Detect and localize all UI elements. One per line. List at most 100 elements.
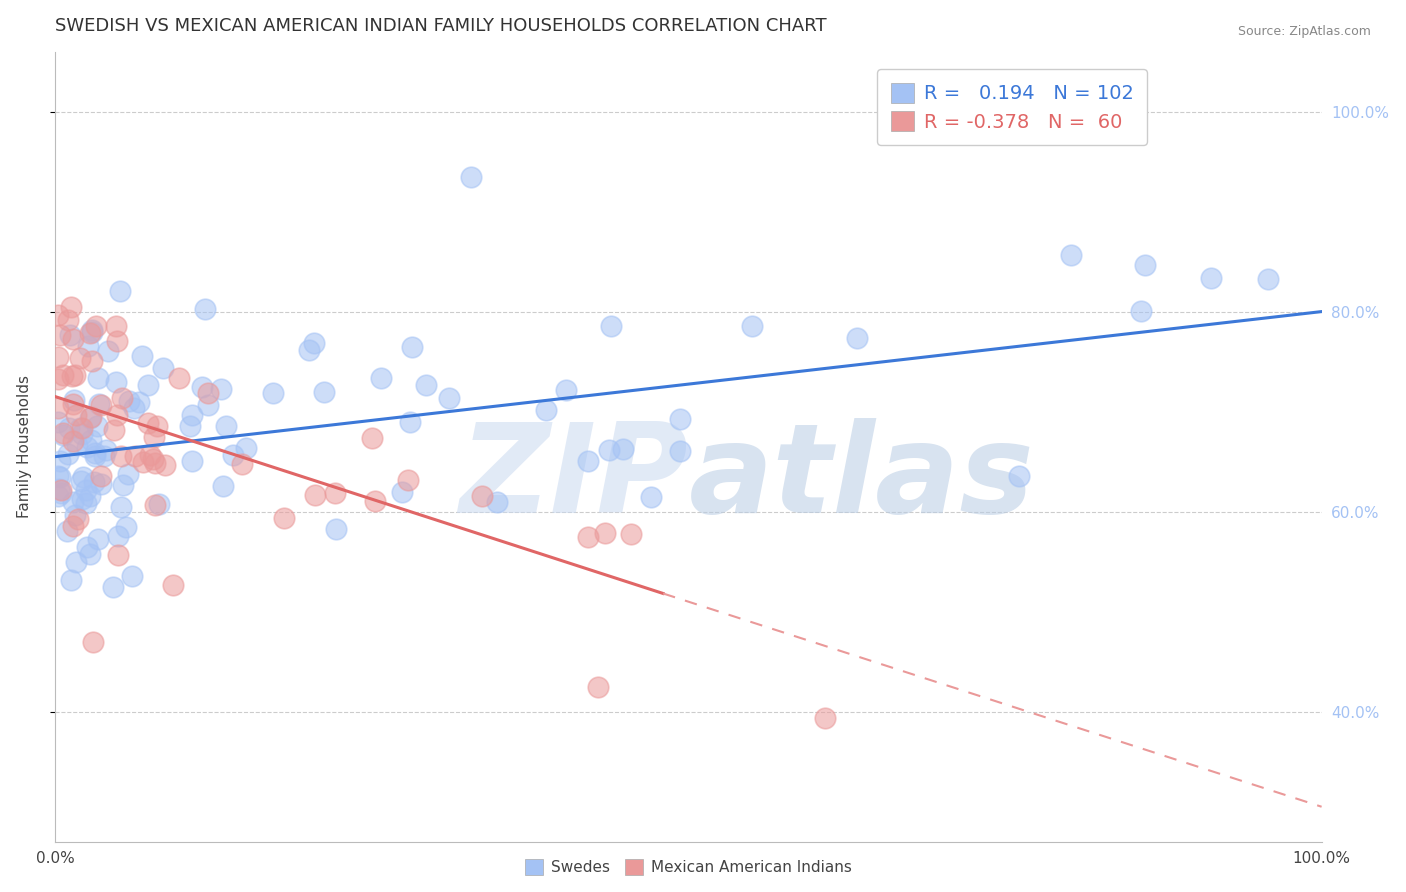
Point — [96, 442, 118, 457]
Point — [273, 510, 295, 524]
Point — [46, 372, 69, 386]
Point — [90, 476, 112, 491]
Text: Source: ZipAtlas.com: Source: ZipAtlas.com — [1237, 25, 1371, 38]
Point — [640, 491, 662, 505]
Point — [69, 351, 91, 365]
Point — [814, 710, 837, 724]
Point — [167, 371, 190, 385]
Point — [1008, 469, 1031, 483]
Point — [554, 383, 576, 397]
Point — [49, 483, 72, 497]
Point — [46, 350, 69, 364]
Point — [215, 419, 238, 434]
Point — [80, 353, 103, 368]
Point — [55, 524, 77, 538]
Point — [146, 418, 169, 433]
Point — [108, 284, 131, 298]
Point — [669, 411, 692, 425]
Point — [59, 327, 82, 342]
Point — [105, 409, 128, 423]
Legend: Swedes, Mexican American Indians: Swedes, Mexican American Indians — [519, 854, 858, 881]
Point — [190, 380, 212, 394]
Point — [62, 396, 84, 410]
Point — [86, 532, 108, 546]
Point — [62, 332, 84, 346]
Text: ZIP: ZIP — [460, 417, 689, 539]
Point — [80, 409, 103, 424]
Point — [576, 530, 599, 544]
Point — [194, 302, 217, 317]
Point — [439, 391, 461, 405]
Point — [325, 522, 347, 536]
Point — [485, 495, 508, 509]
Point — [76, 440, 98, 454]
Point — [58, 446, 80, 460]
Point — [59, 574, 82, 588]
Point — [62, 434, 84, 448]
Point — [58, 420, 80, 434]
Point — [117, 394, 139, 409]
Point — [1201, 270, 1223, 285]
Point — [63, 508, 86, 522]
Point — [1257, 271, 1279, 285]
Point — [124, 401, 146, 415]
Point — [49, 470, 72, 484]
Point — [67, 512, 90, 526]
Point — [65, 409, 87, 423]
Point — [179, 419, 201, 434]
Point — [1060, 248, 1083, 262]
Point — [63, 368, 86, 382]
Point — [143, 430, 166, 444]
Point — [209, 382, 232, 396]
Point — [52, 368, 75, 382]
Point — [79, 411, 101, 425]
Point — [83, 449, 105, 463]
Point — [107, 529, 129, 543]
Point — [105, 318, 128, 333]
Point — [152, 360, 174, 375]
Point — [576, 453, 599, 467]
Point — [143, 498, 166, 512]
Point — [741, 318, 763, 333]
Point — [612, 442, 634, 456]
Point — [325, 486, 347, 500]
Point — [110, 449, 132, 463]
Point — [1130, 304, 1153, 318]
Point — [103, 424, 125, 438]
Point — [162, 577, 184, 591]
Point — [181, 408, 204, 422]
Point — [131, 349, 153, 363]
Point — [131, 455, 153, 469]
Point — [401, 340, 423, 354]
Point — [304, 488, 326, 502]
Point — [83, 475, 105, 490]
Point — [56, 312, 79, 326]
Point — [62, 495, 84, 509]
Point — [138, 448, 160, 462]
Point — [101, 580, 124, 594]
Point — [107, 548, 129, 562]
Y-axis label: Family Households: Family Households — [17, 376, 32, 518]
Point — [112, 478, 135, 492]
Point — [76, 540, 98, 554]
Point — [593, 525, 616, 540]
Point — [114, 520, 136, 534]
Point — [79, 489, 101, 503]
Point — [83, 446, 105, 460]
Point — [46, 489, 69, 503]
Point — [302, 335, 325, 350]
Point — [79, 326, 101, 341]
Point — [69, 421, 91, 435]
Point — [181, 454, 204, 468]
Point — [121, 569, 143, 583]
Point — [62, 519, 84, 533]
Point — [82, 634, 104, 648]
Point — [136, 378, 159, 392]
Point — [262, 386, 284, 401]
Point — [235, 442, 257, 456]
Point — [128, 395, 150, 409]
Point — [1133, 258, 1156, 272]
Point — [415, 378, 437, 392]
Point — [79, 547, 101, 561]
Point — [370, 371, 392, 385]
